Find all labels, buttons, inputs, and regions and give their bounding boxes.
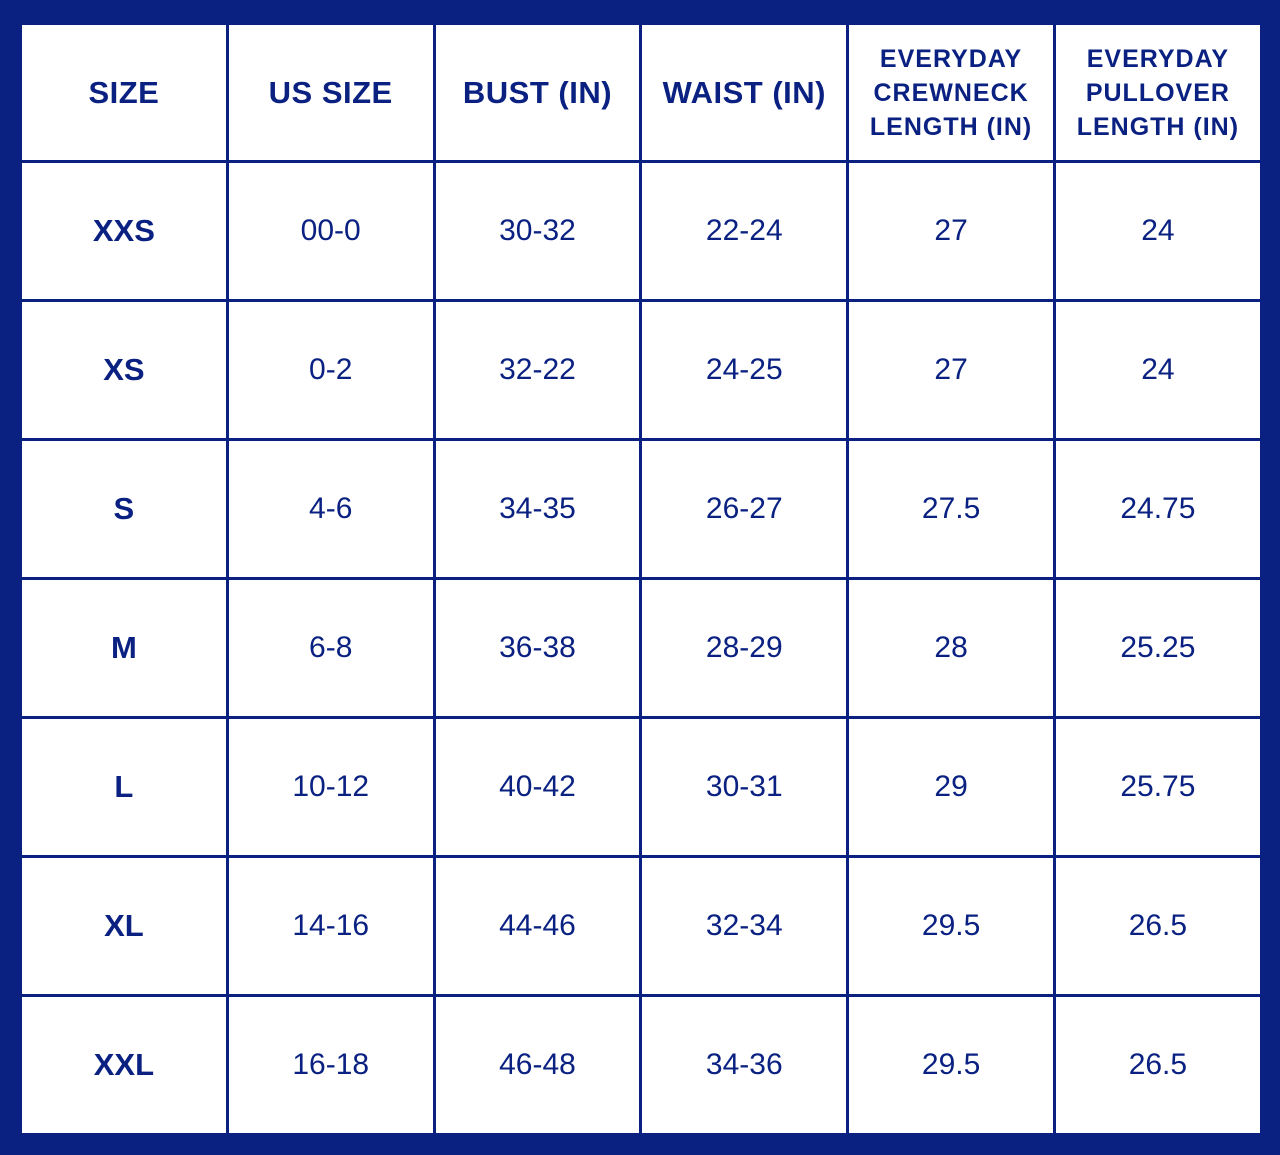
waist-cell: 32-34 bbox=[639, 855, 850, 997]
size-cell: XL bbox=[19, 855, 229, 997]
size-cell: XXS bbox=[19, 160, 229, 302]
header-row: SIZE US SIZE BUST (IN) WAIST (IN) EVERYD… bbox=[19, 22, 1263, 163]
size-cell: S bbox=[19, 438, 229, 580]
waist-cell: 34-36 bbox=[639, 994, 850, 1136]
crewneck-length-cell: 27 bbox=[846, 299, 1056, 441]
waist-cell: 28-29 bbox=[639, 577, 850, 719]
crewneck-length-cell: 28 bbox=[846, 577, 1056, 719]
crewneck-length-cell: 29.5 bbox=[846, 855, 1056, 997]
bust-cell: 40-42 bbox=[432, 716, 643, 858]
bust-cell: 36-38 bbox=[432, 577, 643, 719]
header-size: SIZE bbox=[19, 22, 229, 163]
waist-cell: 26-27 bbox=[639, 438, 850, 580]
waist-cell: 30-31 bbox=[639, 716, 850, 858]
pullover-length-cell: 25.75 bbox=[1052, 716, 1263, 858]
us-size-cell: 14-16 bbox=[225, 855, 436, 997]
size-cell: L bbox=[19, 716, 229, 858]
header-us-size: US SIZE bbox=[225, 22, 436, 163]
us-size-cell: 6-8 bbox=[225, 577, 436, 719]
us-size-cell: 00-0 bbox=[225, 160, 436, 302]
table-row: L 10-12 40-42 30-31 29 25.75 bbox=[19, 716, 1263, 858]
pullover-length-cell: 25.25 bbox=[1052, 577, 1263, 719]
table-row: M 6-8 36-38 28-29 28 25.25 bbox=[19, 577, 1263, 719]
table-row: XXL 16-18 46-48 34-36 29.5 26.5 bbox=[19, 994, 1263, 1136]
table-row: XL 14-16 44-46 32-34 29.5 26.5 bbox=[19, 855, 1263, 997]
pullover-length-cell: 26.5 bbox=[1052, 855, 1263, 997]
size-cell: M bbox=[19, 577, 229, 719]
table-body: XXS 00-0 30-32 22-24 27 24 XS 0-2 32-22 24-25 27 24… bbox=[19, 160, 1263, 1136]
waist-cell: 24-25 bbox=[639, 299, 850, 441]
bust-cell: 34-35 bbox=[432, 438, 643, 580]
crewneck-length-cell: 27.5 bbox=[846, 438, 1056, 580]
bust-cell: 44-46 bbox=[432, 855, 643, 997]
size-chart-table: SIZE US SIZE BUST (IN) WAIST (IN) EVERYD… bbox=[19, 22, 1263, 1136]
crewneck-length-cell: 29 bbox=[846, 716, 1056, 858]
table-row: XS 0-2 32-22 24-25 27 24 bbox=[19, 299, 1263, 441]
bust-cell: 32-22 bbox=[432, 299, 643, 441]
bust-cell: 30-32 bbox=[432, 160, 643, 302]
size-cell: XXL bbox=[19, 994, 229, 1136]
size-cell: XS bbox=[19, 299, 229, 441]
us-size-cell: 10-12 bbox=[225, 716, 436, 858]
header-crewneck-length: EVERYDAY CREWNECK LENGTH (IN) bbox=[846, 22, 1056, 163]
crewneck-length-cell: 27 bbox=[846, 160, 1056, 302]
us-size-cell: 4-6 bbox=[225, 438, 436, 580]
us-size-cell: 0-2 bbox=[225, 299, 436, 441]
crewneck-length-cell: 29.5 bbox=[846, 994, 1056, 1136]
size-chart-frame: SIZE US SIZE BUST (IN) WAIST (IN) EVERYD… bbox=[19, 22, 1263, 1136]
us-size-cell: 16-18 bbox=[225, 994, 436, 1136]
header-pullover-length: EVERYDAY PULLOVER LENGTH (IN) bbox=[1052, 22, 1263, 163]
table-row: S 4-6 34-35 26-27 27.5 24.75 bbox=[19, 438, 1263, 580]
bust-cell: 46-48 bbox=[432, 994, 643, 1136]
header-bust: BUST (IN) bbox=[432, 22, 643, 163]
pullover-length-cell: 26.5 bbox=[1052, 994, 1263, 1136]
table-row: XXS 00-0 30-32 22-24 27 24 bbox=[19, 160, 1263, 302]
waist-cell: 22-24 bbox=[639, 160, 850, 302]
pullover-length-cell: 24 bbox=[1052, 160, 1263, 302]
pullover-length-cell: 24 bbox=[1052, 299, 1263, 441]
header-waist: WAIST (IN) bbox=[639, 22, 850, 163]
pullover-length-cell: 24.75 bbox=[1052, 438, 1263, 580]
